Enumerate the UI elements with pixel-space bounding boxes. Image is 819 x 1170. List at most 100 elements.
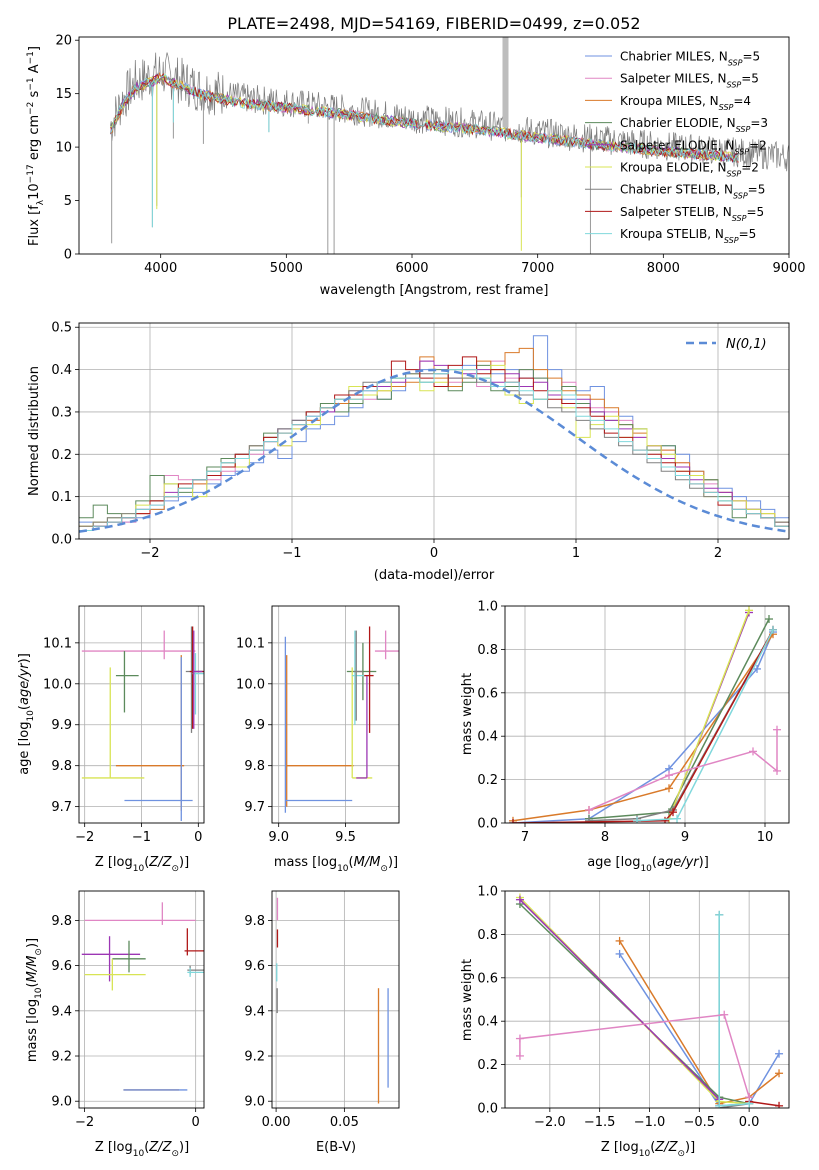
y-tick-label: 10.1: [43, 636, 72, 651]
x-tick-label: 5000: [270, 261, 303, 276]
x-tick-label: 9.0: [268, 830, 289, 845]
y-tick-label: 0.0: [477, 1102, 498, 1117]
axis-label: mass [log10(M/M⊙)]: [25, 938, 44, 1062]
axis-label: Z [log10(Z/Z⊙)]: [95, 1140, 189, 1159]
y-tick-label: 15: [55, 87, 72, 102]
emission-spike: [502, 37, 509, 128]
y-tick-label: 0: [64, 248, 72, 263]
y-tick-label: 10.0: [43, 677, 72, 692]
label-part: )]: [388, 855, 398, 870]
axis-label: (data-model)/error: [374, 568, 495, 583]
legend-label: Kroupa MILES, NSSP=4: [620, 94, 751, 112]
legend-end: =5: [746, 205, 764, 219]
legend-end: =5: [748, 183, 766, 197]
x-tick-label: −2: [75, 830, 94, 845]
label-part: 10: [133, 1149, 145, 1159]
y-tick-label: 9.0: [244, 1095, 265, 1110]
label-part: (: [650, 1140, 655, 1155]
axis-label: mass weight: [460, 673, 475, 755]
y-tick-label: 9.4: [244, 1004, 265, 1019]
x-tick-label: 0: [430, 546, 438, 561]
axes-frame: [78, 605, 205, 824]
label-part: Z/Z: [148, 855, 172, 870]
errorbar-point: [192, 630, 203, 729]
x-tick-label: 2: [714, 546, 722, 561]
label-part: A: [27, 64, 42, 77]
y-tick-label: 0.0: [477, 817, 498, 832]
label-part: Z/Z: [148, 1140, 172, 1155]
plots: 4000 5000 6000 7000 8000 900005101520Chabrier…: [17, 34, 806, 1159]
errorbar-point: [284, 636, 353, 813]
label-part: ⊙: [171, 864, 179, 874]
label-part: Flux [f: [27, 205, 42, 246]
histogram-step: [79, 364, 789, 527]
legend-sub: SSP: [727, 169, 742, 178]
axes-frame: [78, 890, 205, 1109]
label-part: −17: [26, 164, 36, 183]
legend-main: Kroupa ELODIE, N: [620, 161, 727, 175]
y-tick-label: 9.8: [244, 914, 265, 929]
label-part: ⊙: [677, 1149, 685, 1159]
plot-area: [79, 323, 789, 539]
y-tick-label: 0.5: [51, 321, 72, 336]
x-tick-label: −1.5: [584, 1115, 616, 1130]
y-tick-label: 10.0: [236, 677, 265, 692]
x-tick-label: 0: [194, 830, 202, 845]
label-part: λ: [36, 199, 46, 205]
legend-main: Chabrier MILES, N: [620, 50, 728, 64]
label-part: Z [log: [601, 1140, 639, 1155]
x-tick-label: −0.5: [684, 1115, 716, 1130]
y-tick-label: 0.2: [477, 1058, 498, 1073]
x-tick-label: 4000: [144, 261, 177, 276]
label-part: s: [27, 90, 42, 101]
axes-frame: [78, 322, 790, 540]
y-tick-label: 9.4: [51, 1004, 72, 1019]
x-tick-label: 9.5: [335, 830, 356, 845]
legend-sub: SSP: [736, 125, 751, 134]
legend-main: Kroupa STELIB, N: [620, 227, 724, 241]
legend-end: =5: [742, 50, 760, 64]
label-part: −2: [26, 102, 36, 115]
label-part: )]: [25, 938, 40, 948]
label-part: age [log: [17, 722, 32, 775]
legend-label: N(0,1): [726, 337, 767, 352]
spectrum-legend: Chabrier MILES, N SSP =5 Salpeter MILES, NS…: [585, 50, 768, 245]
y-tick-label: 0.3: [51, 405, 72, 420]
y-tick-label: 5: [64, 194, 72, 209]
model-fit-line: [110, 73, 739, 163]
label-part: ⊙: [380, 864, 388, 874]
y-tick-label: 9.8: [51, 759, 72, 774]
errorbar-point: [124, 657, 193, 821]
legend-end: =2: [741, 161, 759, 175]
label-part: 10: [639, 1149, 651, 1159]
legend-label: Chabrier ELODIE, NSSP=3: [620, 116, 768, 134]
errorbar-point: [112, 940, 146, 973]
y-tick-label: 0.4: [477, 1015, 498, 1030]
label-part: Z/Z: [654, 1140, 678, 1155]
label-part: erg cm: [27, 115, 42, 164]
label-part: M/M: [354, 855, 381, 870]
errorbar-point: [115, 651, 139, 713]
errorbar-point: [353, 630, 363, 721]
label-part: mass [log: [274, 855, 337, 870]
label-part: )]: [699, 855, 709, 870]
weight-line: [588, 729, 778, 811]
label-part: (: [652, 855, 657, 870]
plot-area: [110, 37, 789, 254]
label-part: (: [349, 855, 354, 870]
plot-area: [505, 891, 789, 1108]
x-tick-label: 0.00: [262, 1115, 291, 1130]
weight-line: [588, 629, 774, 822]
x-tick-label: 0.0: [739, 1115, 760, 1130]
y-tick-label: 0.4: [477, 730, 498, 745]
plot-area: [79, 891, 204, 1108]
label-part: )]: [179, 855, 189, 870]
errorbar-point: [286, 655, 354, 807]
plot-area: [79, 606, 204, 823]
label-part: M/M: [25, 956, 40, 983]
y-tick-label: 0.0: [51, 533, 72, 548]
label-part: 10: [26, 710, 36, 722]
errorbar-point: [185, 626, 204, 733]
legend-label: Salpeter MILES, NSSP=5: [620, 72, 759, 90]
